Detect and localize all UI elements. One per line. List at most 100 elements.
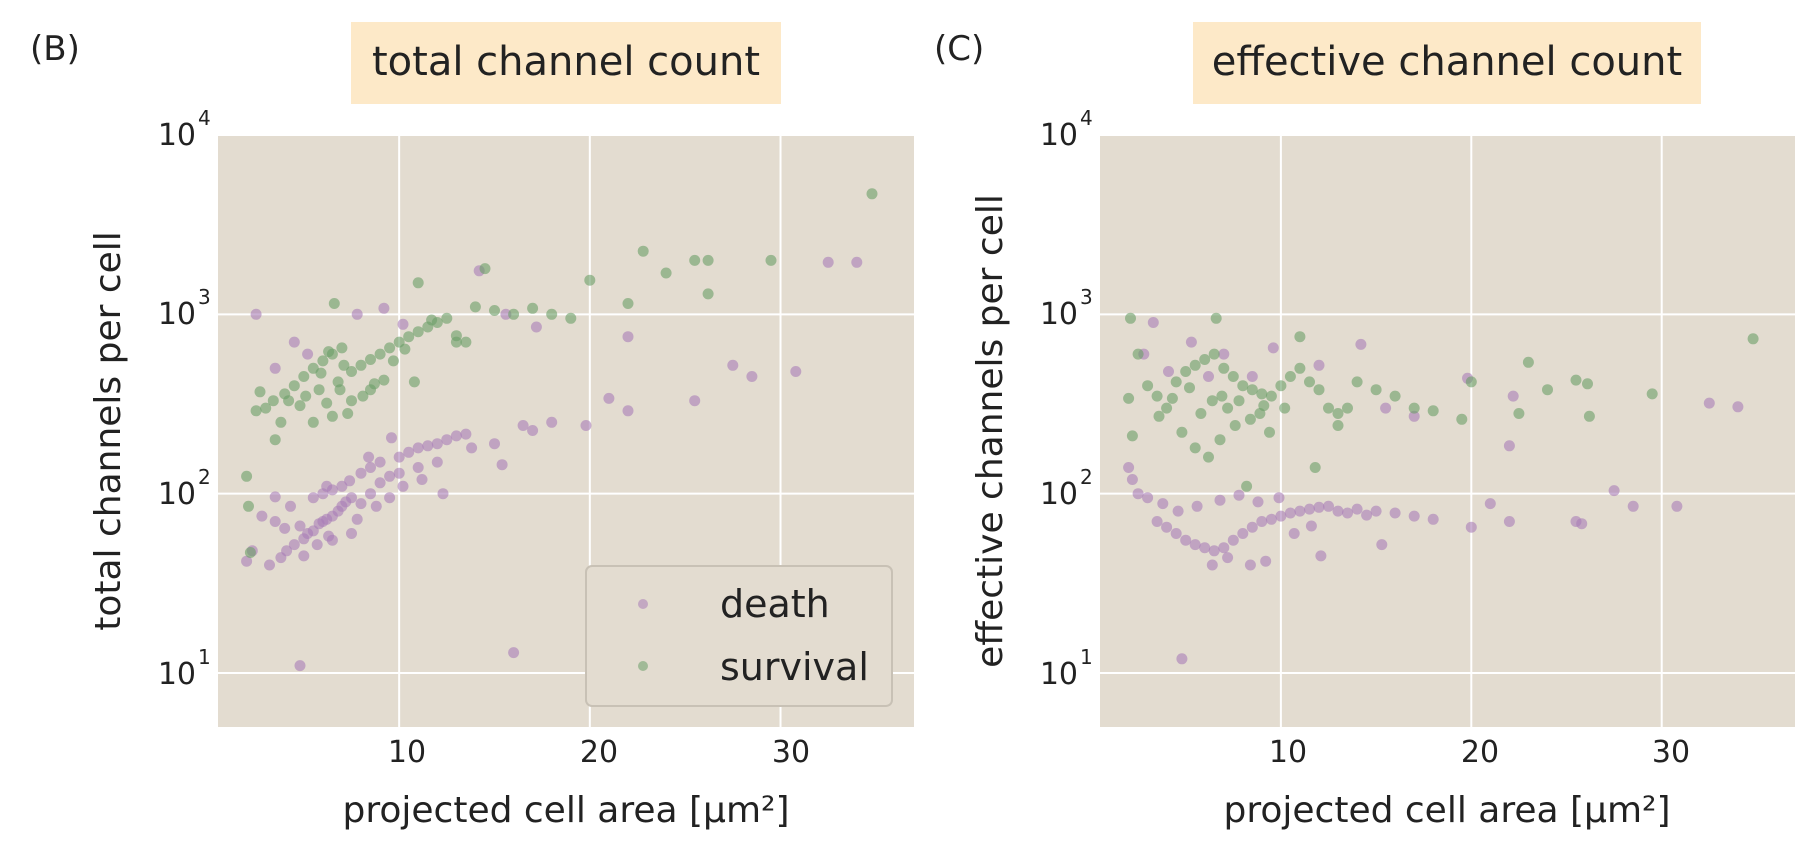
point-survival [1210, 312, 1222, 324]
y-tick-label: 10 3 [158, 285, 211, 332]
title-box [351, 22, 781, 104]
point-survival [622, 298, 634, 309]
point-death [412, 442, 424, 454]
point-death [370, 500, 382, 512]
point-death [1218, 348, 1230, 360]
point-death [355, 467, 367, 479]
point-survival [1153, 410, 1165, 422]
point-death [1265, 513, 1277, 525]
y-tick-label: 10 1 [1040, 645, 1093, 692]
point-death [1191, 500, 1203, 512]
point-death [256, 510, 268, 522]
point-death [302, 348, 314, 360]
point-death [1252, 496, 1264, 508]
point-death [1355, 338, 1367, 350]
point-death [622, 331, 634, 343]
point-survival [338, 359, 350, 371]
point-death [517, 420, 529, 431]
point-death [1172, 505, 1184, 517]
point-death [1313, 501, 1325, 513]
point-survival [1522, 356, 1534, 368]
point-death [1408, 410, 1420, 422]
point-survival [426, 314, 438, 326]
panel-effective-channel-count: (C) effective channel count 10 1 10 2 10… [934, 22, 1795, 831]
point-survival [1246, 384, 1258, 396]
point-death [1484, 498, 1496, 510]
point-survival [546, 308, 558, 320]
y-tick-exponent: 2 [1080, 465, 1093, 489]
point-death [1233, 489, 1245, 501]
point-survival [241, 470, 253, 482]
point-death [321, 480, 333, 492]
chart-title: effective channel count [1212, 39, 1682, 85]
point-survival [275, 416, 287, 428]
point-survival [408, 376, 420, 388]
point-death [460, 428, 472, 440]
point-death [1332, 505, 1344, 517]
legend-marker-survival [638, 661, 648, 671]
point-death [437, 488, 449, 500]
x-tick-label: 10 [1269, 735, 1307, 770]
point-death [1275, 510, 1287, 522]
point-death [294, 660, 306, 672]
data-points [241, 188, 878, 672]
point-survival [399, 343, 411, 355]
point-death [431, 456, 443, 468]
point-death [546, 416, 558, 428]
point-survival [1294, 331, 1306, 343]
point-death [1627, 500, 1639, 512]
point-death [1305, 520, 1317, 532]
x-axis-label: projected cell area [μm²] [1224, 790, 1671, 831]
point-survival [1151, 390, 1163, 402]
point-survival [1233, 395, 1245, 407]
point-survival [334, 384, 346, 396]
point-death [1288, 528, 1300, 539]
point-death [281, 545, 293, 557]
point-death [374, 456, 386, 468]
point-death [1671, 500, 1683, 512]
point-survival [260, 402, 272, 414]
point-survival [1241, 480, 1253, 492]
point-death [351, 308, 363, 320]
point-death [397, 480, 409, 492]
point-death [450, 430, 462, 442]
point-survival [1265, 390, 1277, 402]
point-death [1161, 521, 1173, 533]
point-death [307, 492, 319, 504]
point-survival [323, 346, 335, 358]
y-tick-exponent: 4 [198, 106, 211, 130]
point-survival [1304, 376, 1315, 388]
point-survival [1218, 362, 1230, 374]
y-tick-base: 10 [1040, 118, 1078, 153]
y-tick-base: 10 [1040, 297, 1078, 332]
point-survival [283, 395, 295, 407]
point-death [279, 522, 291, 534]
point-death [351, 513, 363, 525]
point-survival [1216, 390, 1228, 402]
point-survival [346, 366, 357, 377]
point-survival [1256, 388, 1268, 400]
point-survival [441, 312, 453, 324]
point-death [294, 520, 306, 532]
panel-total-channel-count: (B) total channel count 10 1 10 2 10 3 1… [30, 22, 914, 831]
point-death [1170, 528, 1182, 539]
point-survival [365, 354, 376, 365]
point-survival [1203, 451, 1214, 463]
point-death [603, 392, 615, 404]
point-survival [378, 374, 390, 386]
point-death [1284, 507, 1296, 519]
point-survival [660, 267, 672, 279]
legend-box [585, 565, 893, 707]
point-death [1208, 545, 1220, 557]
point-death [1323, 500, 1334, 512]
y-tick-base: 10 [1040, 657, 1078, 692]
point-death [1408, 510, 1420, 522]
point-survival [1132, 348, 1144, 360]
point-survival [1199, 354, 1211, 365]
point-death [1189, 539, 1201, 551]
point-death [412, 462, 424, 473]
point-death [269, 491, 281, 503]
point-death [1267, 342, 1279, 354]
point-death [346, 492, 357, 504]
point-survival [1189, 442, 1201, 454]
